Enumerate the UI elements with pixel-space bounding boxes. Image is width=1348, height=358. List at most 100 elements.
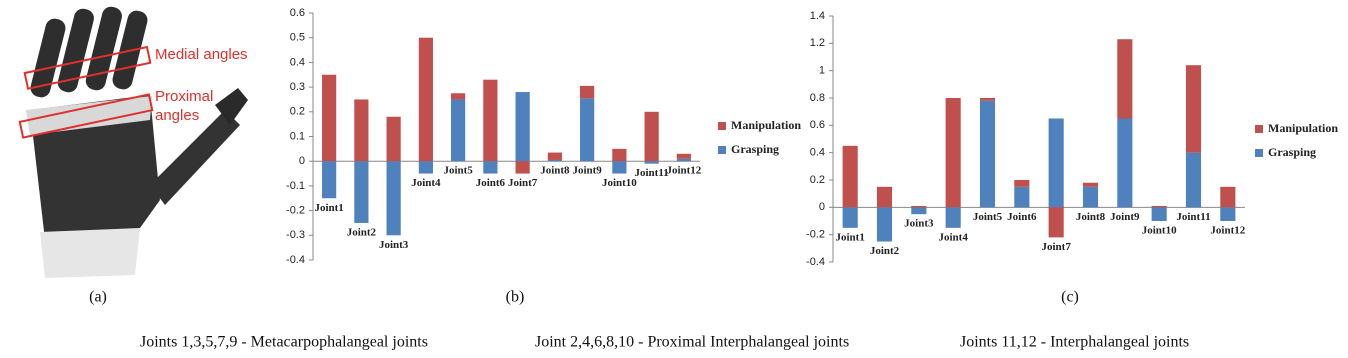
x-tick-label: Joint8 [540,165,570,177]
bar [418,161,433,174]
y-tick-label: -0.2 [286,205,305,217]
y-tick-label: -0.2 [806,229,825,241]
bar [945,207,961,228]
bar [1082,186,1099,208]
bar [911,207,927,215]
bar [386,161,401,236]
bar [1117,39,1133,119]
hand-illustration [18,6,248,278]
legend-swatch [718,146,726,154]
x-tick-label: Joint9 [1110,211,1140,223]
bar [911,205,927,208]
bar [1048,118,1064,208]
x-tick-label: Joint4 [411,177,441,189]
x-tick-label: Joint2 [347,226,377,238]
caption: Joints 11,12 - Interphalangeal joints [960,334,1189,351]
bar [644,161,659,164]
bar [1014,186,1030,208]
y-tick-label: -0.3 [286,229,305,241]
bar [547,159,562,162]
bar [644,111,659,162]
panel-label: (a) [89,289,107,306]
y-tick-label: 0.2 [290,106,305,118]
x-tick-label: Joint8 [1076,211,1106,223]
x-tick-label: Joint2 [870,245,900,257]
y-tick-label: 1.4 [810,10,825,22]
y-tick-label: -0.4 [286,254,305,266]
bar [876,186,893,208]
bar [322,74,337,162]
y-tick-label: 0.4 [290,56,305,68]
legend-label: Manipulation [1268,121,1338,135]
x-tick-label: Joint1 [835,231,864,243]
legend-swatch [1255,149,1263,157]
bar [1220,186,1236,208]
x-tick-label: Joint3 [379,239,409,251]
x-tick-label: Joint11 [635,167,669,179]
bar [322,161,337,199]
bar [1220,207,1236,221]
bar [612,161,627,174]
y-tick-label: 0.8 [810,92,825,104]
y-tick-label: -0.4 [806,256,825,268]
panel-label: (c) [1061,289,1079,306]
x-tick-label: Joint7 [508,177,538,189]
legend-swatch [1255,125,1263,133]
bar [354,99,369,162]
bar [483,161,498,174]
bar [1048,207,1064,238]
bar [1151,205,1167,208]
bar [580,98,595,162]
x-tick-label: Joint1 [314,202,343,214]
caption: Joints 1,3,5,7,9 - Metacarpophalangeal j… [140,334,428,351]
x-tick-label: Joint9 [572,165,602,177]
bar [1014,180,1030,187]
x-tick-label: Joint12 [1210,225,1245,237]
bar [515,161,530,174]
bar [515,92,530,162]
bar [945,98,961,208]
y-tick-label: 0 [819,201,825,213]
legend-swatch [718,122,726,130]
y-tick-label: 0.3 [290,81,305,93]
bar [451,93,466,100]
x-tick-label: Joint11 [1176,211,1210,223]
bar [386,116,401,162]
x-tick-label: Joint6 [1007,211,1037,223]
bar [418,37,433,162]
x-tick-label: Joint6 [476,177,506,189]
legend-label: Manipulation [731,118,801,132]
x-tick-label: Joint7 [1041,241,1071,253]
x-tick-label: Joint12 [666,165,701,177]
bar [1185,152,1202,208]
hand-label: Proximal [155,88,213,105]
y-tick-label: 0.4 [810,147,825,159]
y-tick-label: 0.6 [290,7,305,19]
bar [1151,207,1167,221]
bar [876,207,893,242]
y-tick-label: 0.6 [810,119,825,131]
hand-label: Medial angles [155,46,248,63]
legend-label: Grasping [731,142,779,156]
x-tick-label: Joint3 [904,218,934,230]
bar [1082,182,1099,187]
legend-label: Grasping [1268,145,1316,159]
bar [979,98,996,101]
bar [547,152,562,160]
bar [676,153,691,159]
bar [842,145,858,208]
bar [1185,65,1202,153]
panel-label: (b) [506,289,525,306]
y-tick-label: 0.5 [290,32,305,44]
y-tick-label: 1.2 [810,37,825,49]
x-tick-label: Joint4 [938,231,968,243]
y-tick-label: 0 [299,155,305,167]
x-tick-label: Joint10 [1142,225,1177,237]
bar [354,161,369,223]
bar [612,148,627,162]
bar [1117,118,1133,208]
x-tick-label: Joint5 [973,211,1003,223]
bar [842,207,858,228]
bar [580,85,595,99]
